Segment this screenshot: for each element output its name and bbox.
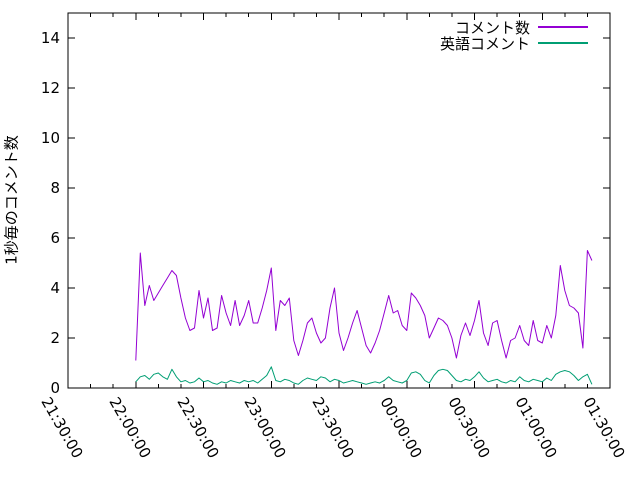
legend-label: 英語コメント — [439, 34, 530, 53]
y-tick-label: 12 — [40, 79, 60, 97]
legend-item: コメント数 — [454, 18, 588, 37]
legend-line-sample — [538, 42, 588, 44]
series-line-0 — [135, 250, 593, 361]
y-tick-label: 4 — [50, 279, 60, 297]
series-line-1 — [135, 366, 593, 385]
legend-label: コメント数 — [454, 18, 530, 37]
y-tick-label: 2 — [50, 329, 60, 347]
y-tick-label: 0 — [50, 379, 60, 397]
y-tick-label: 6 — [50, 229, 60, 247]
y-tick-label: 14 — [40, 29, 60, 47]
y-tick-label: 8 — [50, 179, 60, 197]
y-tick-label: 10 — [40, 129, 60, 147]
legend-item: 英語コメント — [439, 34, 588, 53]
legend-line-sample — [538, 26, 588, 28]
